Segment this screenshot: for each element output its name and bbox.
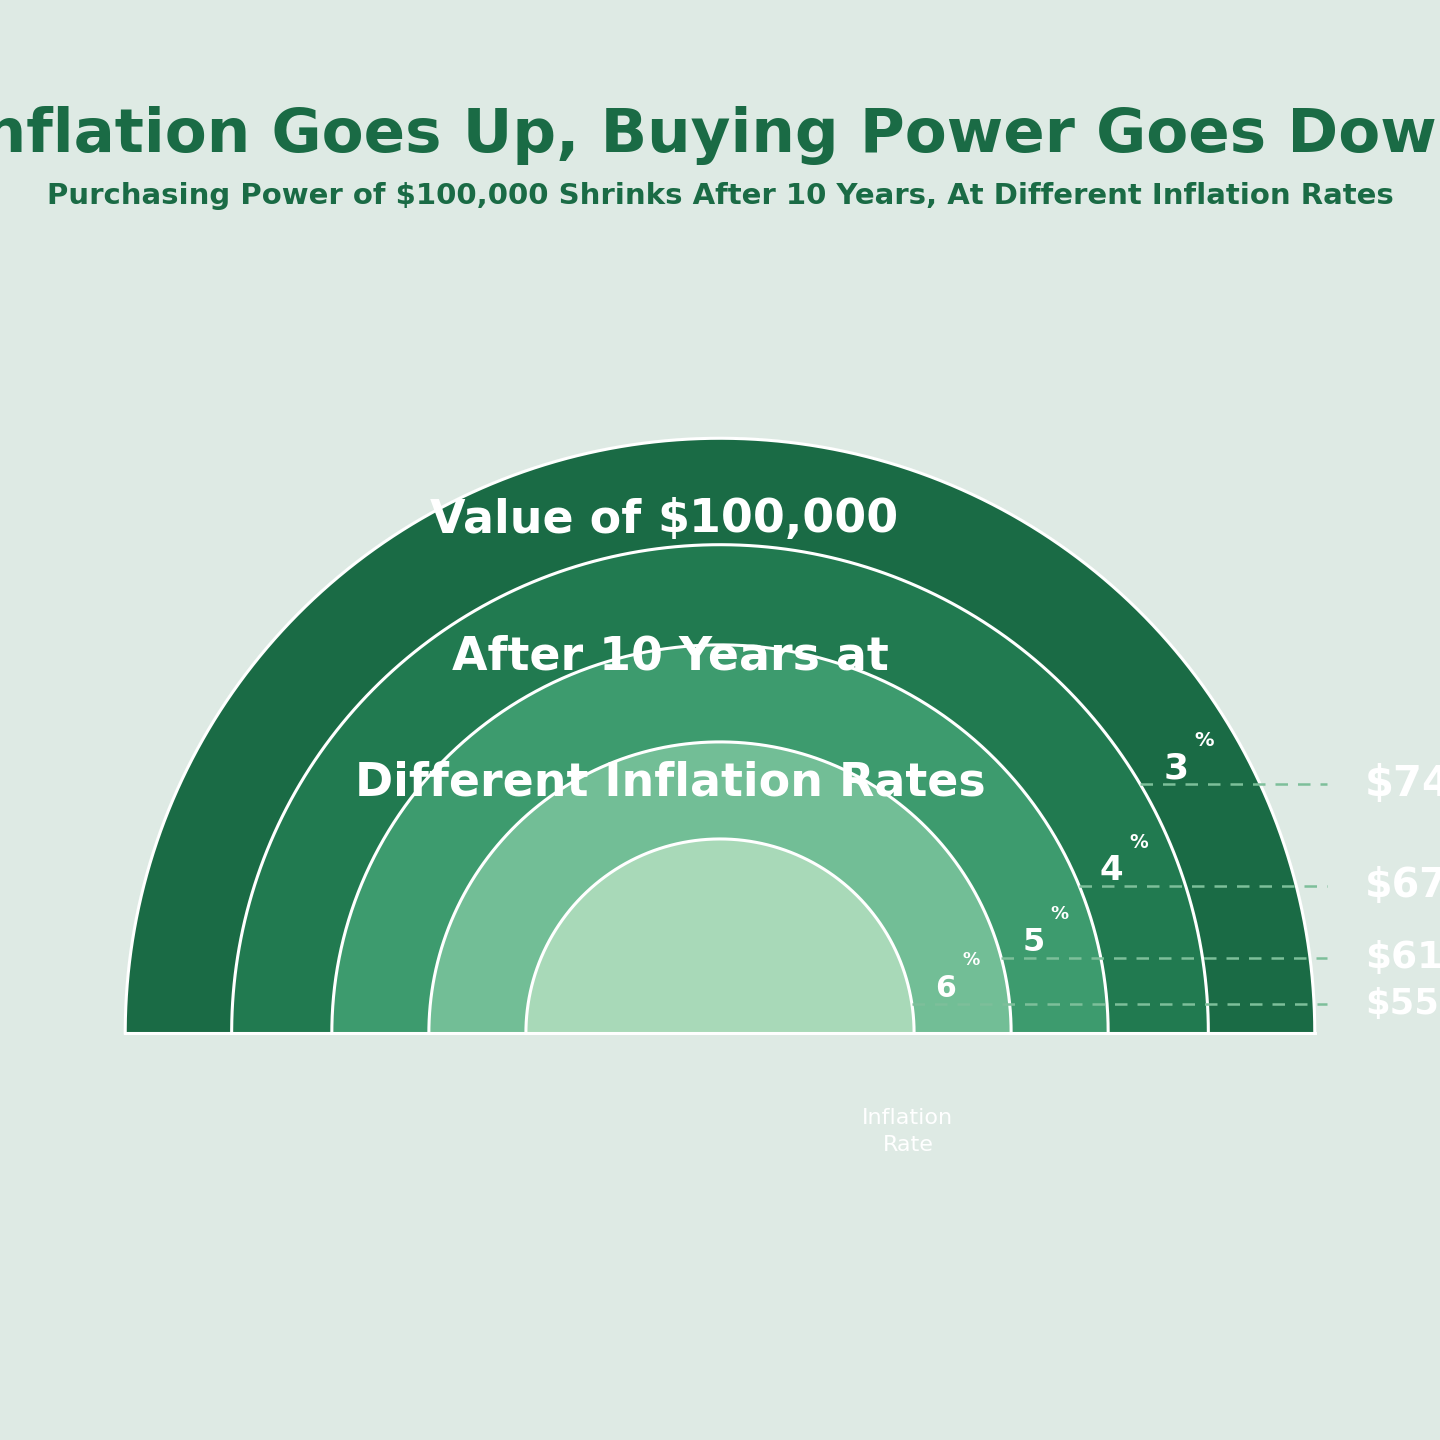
Text: %: % xyxy=(1051,906,1068,923)
Text: 6: 6 xyxy=(935,973,956,1002)
Text: Inflation Goes Up, Buying Power Goes Down: Inflation Goes Up, Buying Power Goes Dow… xyxy=(0,107,1440,166)
Text: 5: 5 xyxy=(1022,927,1044,958)
Polygon shape xyxy=(331,645,1109,1032)
Text: 3: 3 xyxy=(1164,752,1188,785)
Polygon shape xyxy=(526,840,914,1032)
Text: $67,556: $67,556 xyxy=(1365,865,1440,906)
Text: Purchasing Power of $100,000 Shrinks After 10 Years, At Different Inflation Rate: Purchasing Power of $100,000 Shrinks Aft… xyxy=(46,181,1394,210)
Text: $55,839: $55,839 xyxy=(1365,986,1440,1021)
Text: After 10 Years at: After 10 Years at xyxy=(452,635,888,680)
Polygon shape xyxy=(125,438,1315,1032)
Text: Value of: Value of xyxy=(431,497,658,541)
Text: 4: 4 xyxy=(1100,854,1123,887)
Text: Different Inflation Rates: Different Inflation Rates xyxy=(354,760,985,805)
Text: $61,391: $61,391 xyxy=(1365,940,1440,976)
Text: Inflation
Rate: Inflation Rate xyxy=(863,1109,953,1155)
Text: $74,409: $74,409 xyxy=(1365,763,1440,805)
Text: %: % xyxy=(1130,832,1149,852)
Polygon shape xyxy=(429,742,1011,1032)
Text: %: % xyxy=(1195,730,1214,750)
Text: $100,000: $100,000 xyxy=(658,497,899,541)
Text: %: % xyxy=(962,952,979,969)
Polygon shape xyxy=(232,544,1208,1032)
